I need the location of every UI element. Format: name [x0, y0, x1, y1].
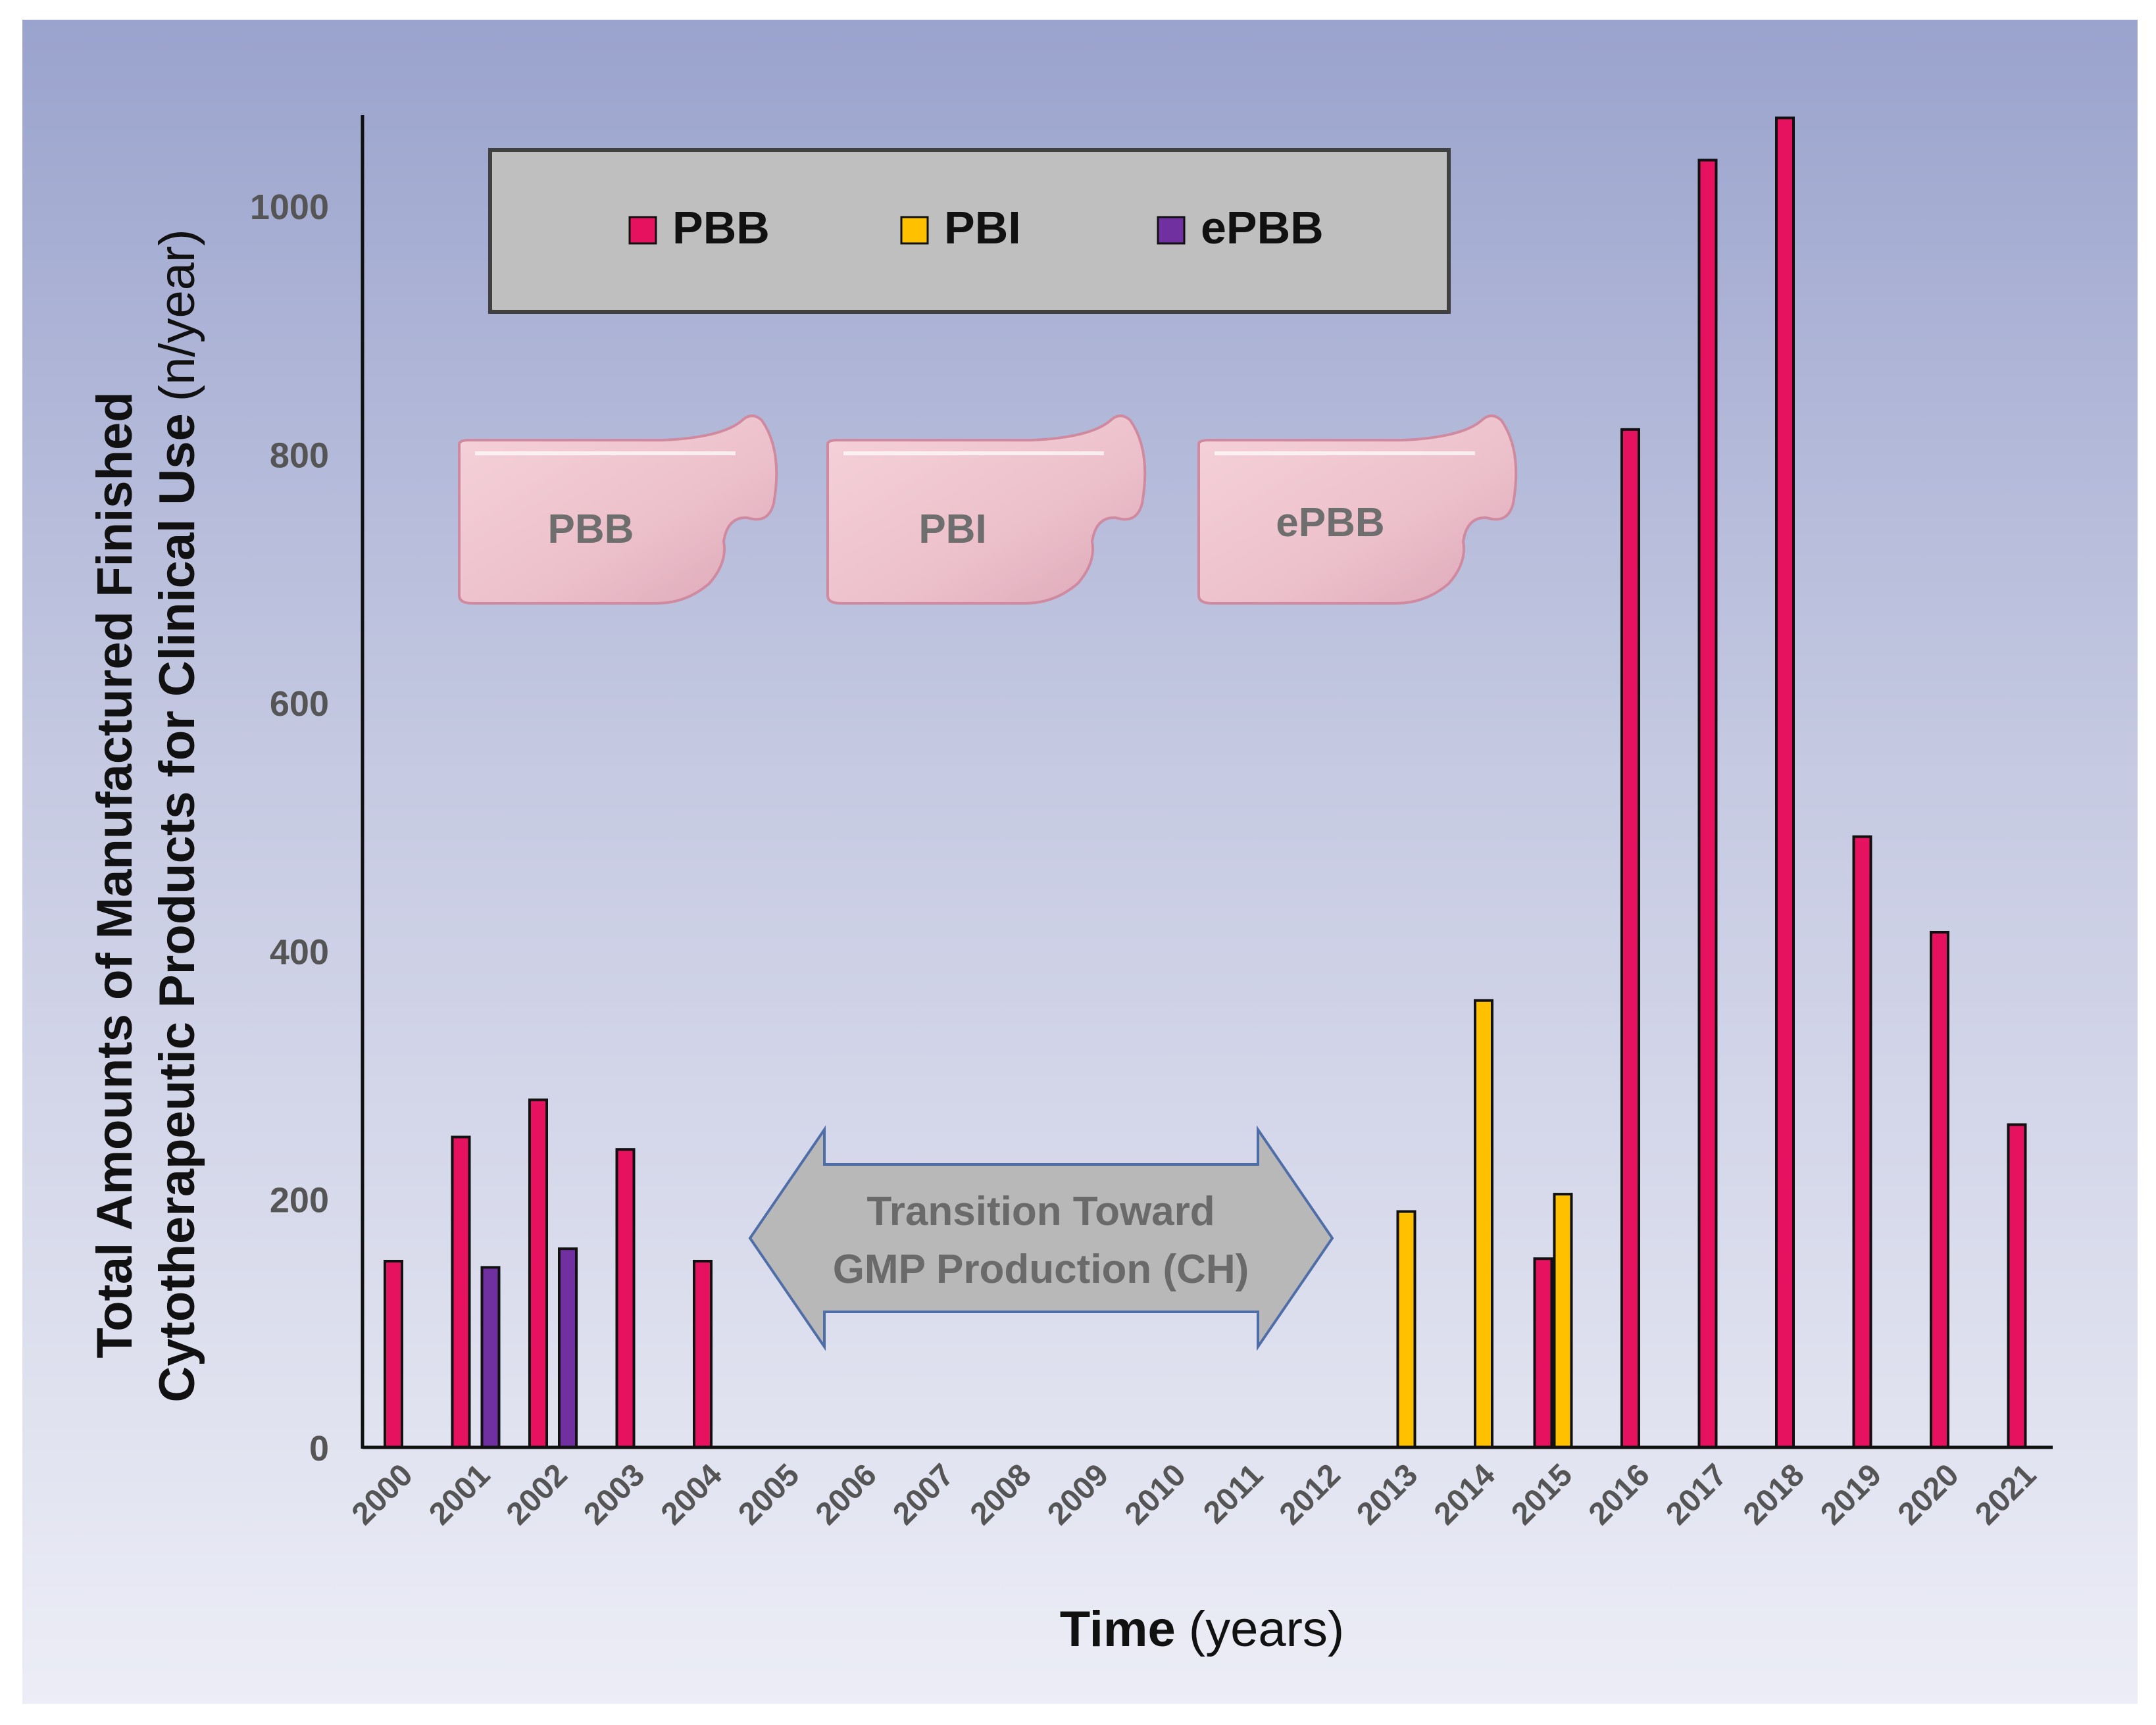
bar-pbb-2000 — [384, 1259, 403, 1449]
bar-pbb-2004 — [693, 1259, 713, 1449]
y-axis-title-line2: Cytotherapeutic Products for Clinical Us… — [149, 229, 205, 1402]
y-tick-label: 1000 — [250, 188, 329, 227]
bar-pbb-2021 — [2007, 1123, 2027, 1449]
bar-pbb-2016 — [1620, 428, 1640, 1449]
x-axis-title-main: Time — [1060, 1601, 1176, 1657]
bars — [384, 116, 2027, 1449]
legend-swatch-pbb — [628, 216, 657, 245]
legend-entry-pbi: PBI — [900, 202, 1021, 253]
patch-pbb: PBB — [458, 414, 778, 605]
legend-swatch-pbi — [900, 216, 929, 245]
bar-pbb-2001 — [451, 1136, 471, 1449]
bar-pbi-2014 — [1474, 999, 1493, 1449]
legend-label-epbb: ePBB — [1201, 202, 1324, 253]
patch-label-pbb: PBB — [548, 507, 634, 552]
y-tick-label: 600 — [270, 684, 329, 724]
bar-pbb-2003 — [615, 1148, 636, 1449]
bar-pbb-2017 — [1697, 159, 1718, 1449]
y-axis-title-line2-main: Cytotherapeutic Products for Clinical Us… — [149, 413, 205, 1402]
transition-arrow-line1: Transition Toward — [866, 1189, 1215, 1234]
y-axis-title-unit: (n/year) — [149, 229, 205, 401]
patch-label-pbi: PBI — [918, 507, 986, 552]
bar-pbb-2015 — [1533, 1257, 1553, 1449]
bar-pbb-2019 — [1852, 835, 1872, 1449]
bar-pbb-2020 — [1930, 930, 1949, 1449]
patch-label-epbb: ePBB — [1276, 500, 1384, 545]
bar-pbb-2018 — [1775, 116, 1795, 1449]
bar-pbb-2002 — [528, 1098, 548, 1449]
x-axis-title-unit: (years) — [1189, 1601, 1344, 1657]
bar-pbi-2013 — [1396, 1210, 1416, 1449]
bar-epbb-2002 — [558, 1247, 578, 1449]
y-axis-ticks: 0 200 400 600 800 1000 — [250, 188, 329, 1468]
legend: PBB PBI ePBB — [488, 148, 1451, 314]
legend-entry-epbb: ePBB — [1157, 202, 1324, 253]
transition-arrow: Transition Toward GMP Production (CH) — [748, 1125, 1334, 1351]
legend-label-pbi: PBI — [944, 202, 1021, 253]
legend-swatch-epbb — [1157, 216, 1186, 245]
x-axis-title: Time (years) — [1060, 1601, 1344, 1657]
patch-epbb: ePBB — [1197, 414, 1518, 605]
patch-pbi: PBI — [826, 414, 1147, 605]
y-tick-label: 200 — [270, 1181, 329, 1220]
y-axis-title-line1: Total Amounts of Manufactured Finished — [87, 391, 143, 1358]
transition-arrow-line2: GMP Production (CH) — [833, 1247, 1249, 1292]
y-tick-label: 400 — [270, 932, 329, 972]
bar-pbi-2015 — [1553, 1193, 1573, 1449]
y-tick-label: 800 — [270, 436, 329, 476]
bar-epbb-2001 — [480, 1266, 501, 1449]
transition-arrow-shape — [748, 1125, 1334, 1351]
legend-label-pbb: PBB — [672, 202, 770, 253]
y-tick-label: 0 — [309, 1429, 329, 1468]
legend-entry-pbb: PBB — [628, 202, 770, 253]
